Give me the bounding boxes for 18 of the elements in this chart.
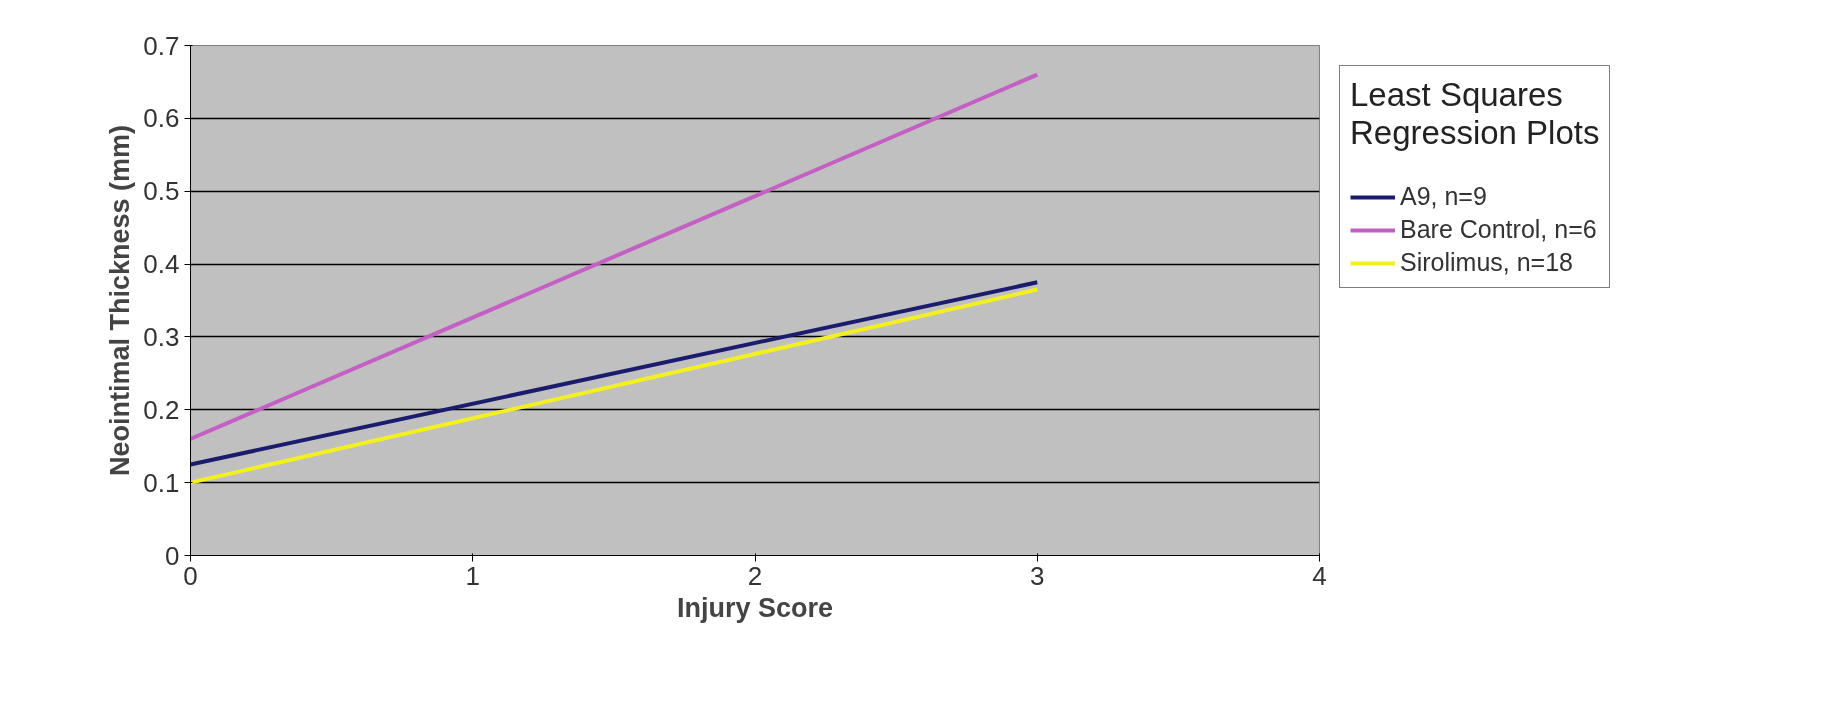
legend-label: A9, n=9 — [1400, 182, 1487, 211]
y-axis-title: Neointimal Thickness (mm) — [105, 124, 136, 477]
x-axis-title: Injury Score — [676, 592, 834, 623]
y-tick-label: 0.5 — [143, 176, 180, 207]
y-tick-label: 0.1 — [143, 467, 180, 498]
y-tick-label: 0.6 — [143, 103, 180, 134]
legend-label: Sirolimus, n=18 — [1400, 248, 1573, 277]
y-tick-label: 0.2 — [143, 394, 180, 425]
y-tick-label: 0 — [165, 540, 180, 571]
y-tick-label: 0.7 — [143, 30, 180, 61]
x-tick-label: 4 — [1312, 560, 1327, 591]
x-tick-label: 3 — [1030, 560, 1045, 591]
y-tick-label: 0.4 — [143, 249, 180, 280]
text: Least Squares Regression Plots — [1350, 76, 1600, 152]
legend-label: Bare Control, n=6 — [1400, 215, 1597, 244]
x-tick-label: 1 — [465, 560, 480, 591]
y-tick-label: 0.3 — [143, 321, 180, 352]
x-tick-label: 2 — [747, 560, 763, 591]
